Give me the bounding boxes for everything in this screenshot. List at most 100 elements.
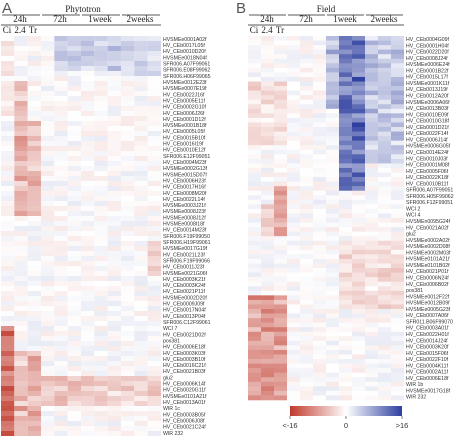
heatmap-cell — [287, 181, 300, 187]
heatmap-cell — [27, 91, 41, 97]
heatmap-cell — [274, 354, 287, 360]
heatmap-cell — [67, 416, 81, 422]
heatmap-cell — [1, 266, 15, 272]
heatmap-cell — [326, 368, 339, 373]
heatmap-cell — [67, 46, 81, 52]
gene-label: HV_CEb0008J24f — [406, 56, 448, 62]
heatmap-cell — [274, 63, 287, 69]
heatmap-cell — [248, 390, 261, 396]
heatmap-cell — [120, 346, 135, 352]
heatmap-cell — [274, 386, 287, 392]
heatmap-cell — [326, 254, 339, 260]
heatmap-cell — [326, 140, 339, 146]
gene-label: HV_CEb0022H01f — [406, 332, 449, 338]
heatmap-cell — [67, 211, 81, 217]
heatmap-cell — [94, 76, 108, 82]
heatmap-cell — [107, 271, 121, 277]
heatmap-cell — [391, 349, 404, 355]
heatmap-cell — [378, 345, 391, 351]
heatmap-cell — [261, 268, 274, 273]
heatmap-cell — [391, 281, 404, 287]
heatmap-cell — [120, 106, 135, 112]
heatmap-cell — [313, 286, 326, 292]
heatmap-cell — [313, 381, 326, 387]
heatmap-cell — [339, 318, 352, 323]
heatmap-cell — [1, 306, 15, 312]
heatmap-cell — [248, 272, 261, 278]
heatmap-cell — [313, 72, 326, 78]
heatmap-cell — [352, 72, 365, 78]
gene-label: WIR 1b — [406, 382, 423, 388]
heatmap-cell — [365, 213, 378, 219]
heatmap-cell — [1, 286, 15, 292]
heatmap-cell — [326, 222, 339, 228]
heatmap-cell — [107, 281, 121, 287]
heatmap-cell — [80, 431, 95, 437]
heatmap-cell — [94, 36, 108, 42]
heatmap-cell — [287, 368, 300, 373]
heatmap-cell — [352, 390, 365, 396]
heatmap-cell — [120, 381, 135, 387]
panel-a-time-24h: 24h — [13, 14, 27, 24]
heatmap-cell — [261, 76, 274, 82]
heatmap-cell — [147, 316, 161, 322]
heatmap-cell — [94, 391, 108, 397]
heatmap-cell — [134, 151, 148, 157]
heatmap-cell — [80, 201, 95, 207]
heatmap-cell — [107, 221, 121, 227]
heatmap-cell — [134, 251, 148, 257]
panel-b-treatment-labels: Ci 2.4 Tr — [250, 25, 284, 35]
heatmap-cell — [313, 76, 326, 82]
heatmap-cell — [80, 381, 95, 387]
heatmap-cell — [352, 204, 365, 210]
heatmap-cell — [339, 149, 352, 155]
heatmap-cell — [274, 136, 287, 141]
heatmap-cell — [261, 327, 274, 333]
heatmap-cell — [378, 104, 391, 110]
heatmap-cell — [313, 290, 326, 296]
heatmap-cell — [67, 296, 81, 302]
heatmap-cell — [248, 222, 261, 228]
heatmap-cell — [27, 211, 41, 217]
heatmap-cell — [14, 416, 28, 422]
heatmap-cell — [391, 222, 404, 228]
heatmap-cell — [391, 327, 404, 333]
heatmap-cell — [120, 321, 135, 327]
heatmap-cell — [274, 240, 287, 246]
heatmap-cell — [14, 41, 28, 47]
heatmap-cell — [107, 261, 121, 267]
heatmap-cell — [274, 258, 287, 264]
heatmap-cell — [27, 121, 41, 127]
heatmap-cell — [365, 359, 378, 364]
heatmap-cell — [300, 272, 313, 278]
heatmap-cell — [274, 363, 287, 369]
heatmap-cell — [248, 345, 261, 351]
heatmap-cell — [1, 201, 15, 207]
heatmap-cell — [287, 227, 300, 232]
heatmap-cell — [54, 201, 68, 207]
gene-label: HVSMEe0001A02f — [163, 37, 207, 43]
heatmap-cell — [339, 108, 352, 114]
heatmap-cell — [378, 236, 391, 242]
heatmap-cell — [54, 411, 68, 417]
heatmap-cell — [107, 101, 121, 107]
heatmap-cell — [248, 313, 261, 319]
heatmap-cell — [80, 246, 95, 252]
gene-label: HV_CEb0021B03f — [163, 369, 206, 375]
heatmap-cell — [120, 236, 135, 242]
heatmap-cell — [313, 95, 326, 100]
gene-label: HV_CEb0008M20f — [163, 191, 207, 197]
gene-label: HV_CEb0021A02f — [406, 225, 449, 231]
heatmap-cell — [287, 336, 300, 342]
heatmap-cell — [14, 161, 28, 167]
heatmap-cell — [147, 296, 161, 302]
heatmap-cell — [80, 401, 95, 407]
panel-b-treatment-2-4: 2.4 — [261, 25, 273, 35]
heatmap-cell — [27, 226, 41, 232]
heatmap-cell — [352, 249, 365, 255]
heatmap-cell — [313, 199, 326, 205]
heatmap-cell — [326, 377, 339, 383]
heatmap-cell — [313, 372, 326, 378]
heatmap-cell — [94, 291, 108, 297]
heatmap-cell — [14, 101, 28, 107]
